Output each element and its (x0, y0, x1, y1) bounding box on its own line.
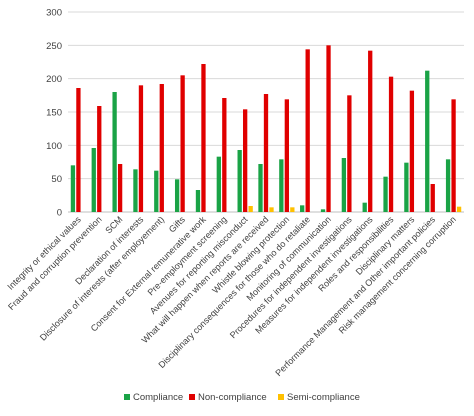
bar-compliance (341, 158, 347, 212)
bar-compliance (70, 165, 76, 212)
legend-swatch (278, 394, 284, 400)
y-tick-label: 250 (46, 41, 62, 52)
bar-non-compliance (76, 88, 81, 212)
y-tick-label: 50 (51, 174, 62, 185)
bar-compliance (425, 70, 430, 212)
y-tick-label: 0 (57, 208, 62, 219)
bar-non-compliance (117, 164, 123, 212)
bar-compliance (362, 202, 367, 212)
bar-compliance (445, 159, 451, 212)
y-tick-label: 100 (46, 141, 62, 152)
bar-compliance (133, 169, 138, 212)
bar-compliance (112, 92, 117, 212)
bar-non-compliance (430, 184, 435, 212)
legend-label: Compliance (133, 392, 183, 403)
bar-non-compliance (243, 109, 248, 212)
bar-compliance (237, 150, 242, 212)
bar-non-compliance (409, 90, 415, 212)
bar-compliance (195, 190, 201, 212)
bar-non-compliance (159, 84, 164, 212)
bar-compliance (216, 156, 221, 212)
bar-compliance (300, 205, 305, 212)
y-tick-label: 200 (46, 74, 62, 85)
bar-non-compliance (180, 75, 185, 212)
bar-non-compliance (305, 49, 310, 212)
legend-swatch (124, 394, 130, 400)
bar-non-compliance (97, 106, 102, 212)
y-tick-label: 300 (46, 8, 62, 19)
bar-non-compliance (284, 99, 289, 212)
bar-compliance (383, 176, 388, 212)
bar-compliance (174, 179, 180, 212)
y-tick-label: 150 (46, 108, 62, 119)
bar-compliance (91, 148, 96, 212)
bar-non-compliance (201, 64, 206, 212)
bar-non-compliance (451, 99, 456, 212)
bar-non-compliance (222, 98, 227, 212)
legend-swatch (189, 394, 195, 400)
bar-compliance (258, 164, 263, 212)
bar-non-compliance (368, 50, 373, 212)
bar-semi-compliance (248, 206, 253, 212)
bar-compliance (279, 159, 284, 212)
bar-compliance (154, 170, 159, 212)
bar-semi-compliance (290, 207, 295, 212)
bar-non-compliance (347, 95, 352, 212)
bar-non-compliance (263, 94, 269, 212)
bar-compliance (320, 209, 326, 212)
legend-label: Non-compliance (198, 392, 267, 403)
bar-semi-compliance (456, 206, 462, 212)
bar-non-compliance (138, 85, 144, 212)
legend-label: Semi-compliance (287, 392, 360, 403)
bar-compliance (404, 162, 409, 212)
bar-non-compliance (388, 76, 394, 212)
bar-non-compliance (326, 45, 331, 212)
bar-semi-compliance (269, 207, 274, 212)
